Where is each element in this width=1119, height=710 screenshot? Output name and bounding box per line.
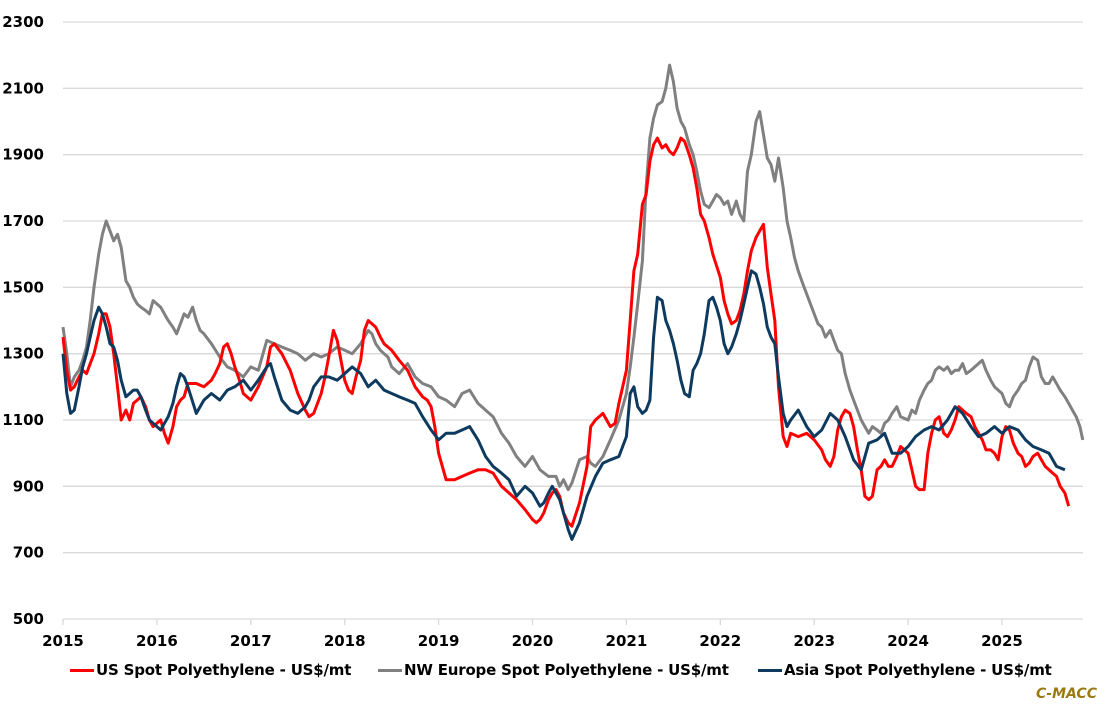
x-tick-label: 2024 xyxy=(887,632,929,650)
y-tick-label: 900 xyxy=(13,477,44,495)
x-axis-ticks: 2015 2016 2017 2018 2019 2020 2021 2022 2023 2024… xyxy=(42,619,1023,650)
y-tick-label: 1700 xyxy=(2,212,44,230)
x-tick-label: 2018 xyxy=(324,632,366,650)
legend-item-us: US Spot Polyethylene - US$/mt xyxy=(70,661,351,679)
x-tick-label: 2017 xyxy=(230,632,272,650)
gridlines xyxy=(63,21,1083,620)
legend-label-nw-europe: NW Europe Spot Polyethylene - US$/mt xyxy=(404,661,729,679)
y-tick-label: 1900 xyxy=(2,146,44,164)
legend: US Spot Polyethylene - US$/mt NW Europe … xyxy=(0,661,1119,685)
legend-swatch-nw-europe xyxy=(378,668,402,672)
series-line-us xyxy=(61,136,1071,528)
series-line-nw-europe xyxy=(61,63,1085,492)
line-chart: 500 700 900 1100 1300 1500 1700 1900 2100 2300 20… xyxy=(2,13,1085,650)
legend-swatch-asia xyxy=(758,668,782,672)
legend-label-asia: Asia Spot Polyethylene - US$/mt xyxy=(784,661,1052,679)
legend-item-nw-europe: NW Europe Spot Polyethylene - US$/mt xyxy=(378,661,729,679)
y-tick-label: 2300 xyxy=(2,13,44,31)
x-tick-label: 2019 xyxy=(418,632,460,650)
x-tick-label: 2016 xyxy=(136,632,178,650)
x-tick-label: 2023 xyxy=(793,632,835,650)
x-tick-label: 2025 xyxy=(981,632,1023,650)
x-tick-label: 2020 xyxy=(512,632,554,650)
y-axis-ticks: 500 700 900 1100 1300 1500 1700 1900 2100 2300 xyxy=(2,13,44,628)
series-lines xyxy=(61,63,1085,541)
x-tick-label: 2015 xyxy=(42,632,84,650)
y-tick-label: 1100 xyxy=(2,411,44,429)
y-tick-label: 1300 xyxy=(2,345,44,363)
source-label: C-MACC xyxy=(1036,686,1097,702)
y-tick-label: 2100 xyxy=(2,79,44,97)
x-tick-label: 2021 xyxy=(606,632,648,650)
legend-swatch-us xyxy=(70,668,94,672)
y-tick-label: 500 xyxy=(13,610,44,628)
legend-label-us: US Spot Polyethylene - US$/mt xyxy=(96,661,352,679)
x-tick-label: 2022 xyxy=(699,632,741,650)
y-tick-label: 700 xyxy=(13,544,44,562)
legend-item-asia: Asia Spot Polyethylene - US$/mt xyxy=(758,661,1052,679)
series-line-asia xyxy=(61,269,1066,541)
y-tick-label: 1500 xyxy=(2,278,44,296)
